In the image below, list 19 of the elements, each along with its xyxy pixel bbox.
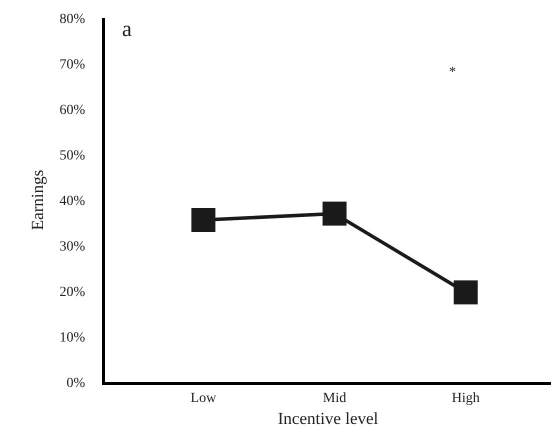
y-tick-label: 20% <box>60 284 86 300</box>
y-axis-title: Earnings <box>28 170 48 230</box>
y-tick-label: 50% <box>60 148 86 164</box>
x-tick-label: Mid <box>322 390 346 406</box>
x-axis-title: Incentive level <box>278 409 379 428</box>
x-tick-label: High <box>452 390 480 406</box>
y-tick-label: 60% <box>60 102 86 118</box>
y-tick-label: 30% <box>60 239 86 254</box>
x-tick-label: Low <box>190 390 218 406</box>
y-tick-label: 10% <box>60 330 86 346</box>
point <box>322 202 347 226</box>
annotation: a <box>122 16 132 41</box>
annotation: * <box>449 65 456 80</box>
point <box>191 208 216 232</box>
y-tick-label: 40% <box>60 194 86 209</box>
y-tick-label: 0% <box>66 376 86 391</box>
y-tick-label: 70% <box>60 57 86 72</box>
point <box>454 280 478 304</box>
y-tick-label: 80% <box>60 12 86 27</box>
